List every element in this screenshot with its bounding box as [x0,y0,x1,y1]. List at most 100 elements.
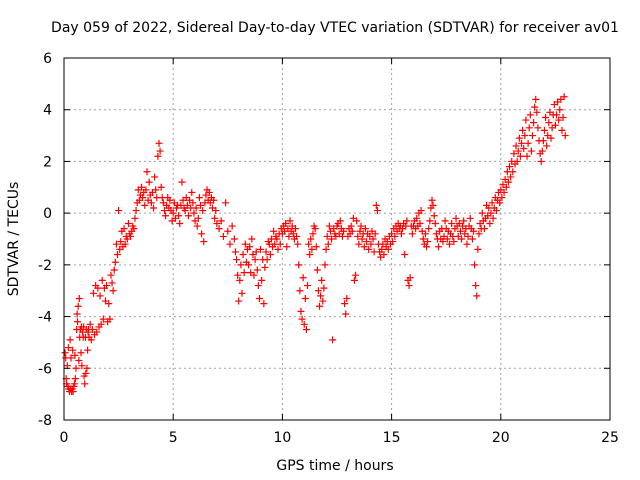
y-tick-label: 2 [43,154,52,170]
data-point [285,232,293,240]
data-point [474,245,482,253]
data-point [559,113,567,121]
data-point [169,209,177,217]
data-point [131,214,139,222]
data-point [108,279,116,287]
data-point [297,307,305,315]
data-point [443,235,451,243]
data-point [527,147,535,155]
data-point [195,194,203,202]
data-point [86,320,94,328]
data-point [198,230,206,238]
data-point [441,217,449,225]
data-point [314,287,322,295]
data-point [425,225,433,233]
data-point [301,294,309,302]
data-point [456,227,464,235]
data-point [74,302,82,310]
data-point [75,294,83,302]
data-point [372,201,380,209]
data-point [305,240,313,248]
data-point [70,380,78,388]
data-point [480,225,488,233]
data-point [408,230,416,238]
data-point [426,217,434,225]
data-point [112,240,120,248]
data-point [298,315,306,323]
data-point [200,238,208,246]
y-tick-label: 4 [43,103,52,119]
data-point [403,217,411,225]
data-point [371,230,379,238]
data-point [235,297,243,305]
y-tick-label: -8 [38,413,52,429]
data-point [89,289,97,297]
data-point [197,201,204,209]
data-point [241,240,249,248]
data-point [114,251,122,259]
data-point [239,251,247,259]
x-tick-label: 20 [492,430,510,446]
data-point [397,230,405,238]
data-point [302,326,310,333]
data-point [312,243,320,251]
data-point [147,199,155,207]
data-point [317,292,325,300]
data-point [64,344,72,352]
data-point [429,201,437,209]
data-point [190,209,198,217]
axis-ticks: 0 5 10 15 20 25 -8 -6 -4 -2 0 2 4 6 [38,51,619,446]
data-point [283,243,291,251]
data-point [175,212,183,220]
data-point [189,199,197,207]
data-point [157,183,165,191]
data-point [219,232,227,240]
data-point [262,248,270,256]
data-point [254,282,262,290]
y-tick-label: -2 [38,258,52,274]
data-point [539,137,547,145]
data-point [248,235,256,243]
data-point [257,245,265,253]
data-point [445,240,453,248]
data-point [84,346,92,354]
data-point [528,132,536,140]
data-point [155,139,163,147]
data-point [69,346,77,354]
data-point [145,178,153,186]
data-point [138,183,146,191]
data-point [117,238,125,246]
data-point [318,276,326,284]
data-point [143,168,151,176]
data-point [488,199,496,207]
data-point [325,222,333,230]
data-point [94,284,102,292]
data-point [71,375,79,383]
data-point [365,245,373,253]
data-point [504,178,512,186]
data-point [273,235,281,243]
data-point [166,196,174,204]
data-point [500,188,508,196]
data-point [236,276,244,284]
data-point [362,238,370,246]
data-point [93,328,101,336]
data-point [83,364,91,372]
data-point [233,256,241,264]
data-point [336,217,344,225]
data-point [507,173,515,181]
data-point [308,245,316,253]
y-axis-label: SDTVAR / TECUs [6,182,22,297]
data-point [324,240,332,248]
data-point [525,124,533,132]
data-point [121,240,129,248]
data-point [547,134,555,142]
data-point [489,214,497,222]
data-point [304,282,312,290]
data-point [323,232,331,240]
data-point [419,235,427,243]
data-point [130,225,138,233]
data-point [473,292,481,300]
data-point [417,207,425,215]
data-point [389,238,397,246]
